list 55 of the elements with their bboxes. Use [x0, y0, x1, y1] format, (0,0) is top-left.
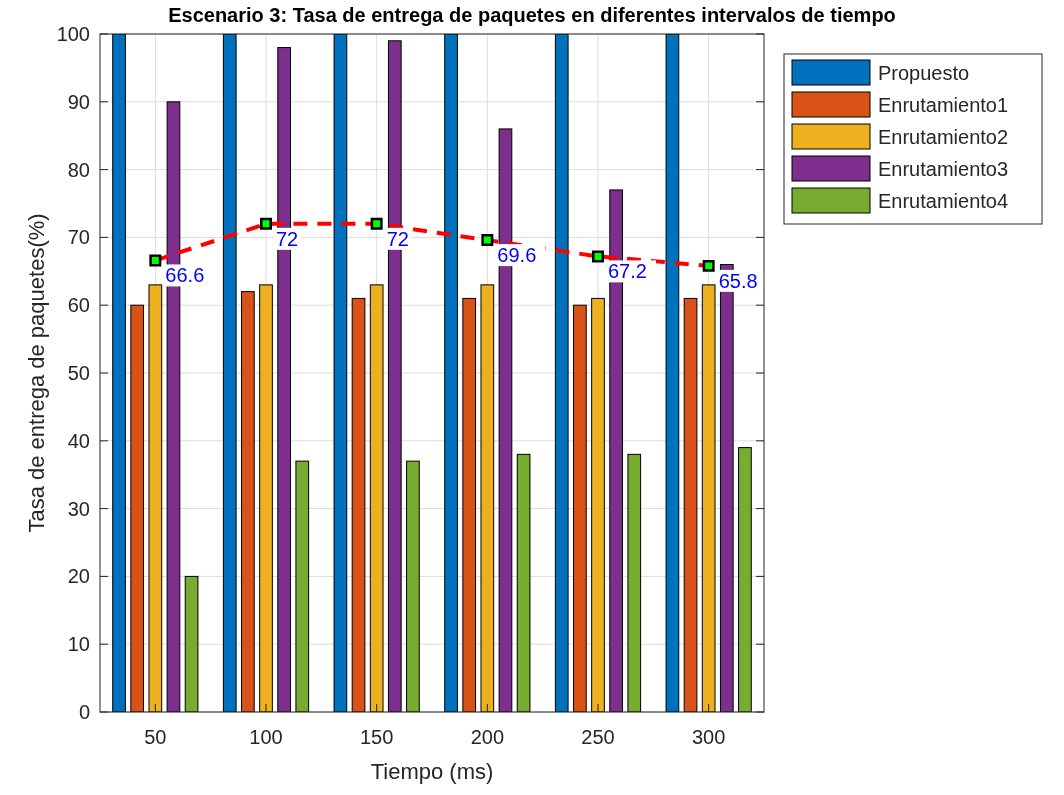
y-tick-label: 60	[67, 294, 90, 317]
legend-label: Enrutamiento1	[878, 94, 1009, 116]
y-tick-label: 10	[67, 633, 90, 656]
bar	[295, 460, 310, 712]
bar	[591, 297, 605, 712]
y-tick-label: 80	[67, 158, 90, 181]
y-tick-label: 70	[67, 226, 90, 249]
bar	[369, 284, 384, 712]
bar	[259, 284, 273, 712]
bar	[738, 447, 752, 712]
y-axis-title: Tasa de entrega de paquetes(%)	[24, 213, 49, 533]
bar	[480, 284, 495, 712]
y-tick-label: 0	[78, 701, 90, 723]
x-tick-label: 300	[691, 726, 726, 748]
data-label: 67.2	[608, 260, 647, 283]
legend-label: Propuesto	[878, 62, 970, 84]
bar	[444, 34, 458, 712]
y-tick-label: 40	[67, 429, 90, 452]
bar	[573, 304, 587, 712]
bar	[554, 34, 569, 712]
y-tick-label: 30	[67, 497, 90, 520]
bar	[516, 453, 531, 712]
bar	[222, 34, 237, 712]
y-tick-label: 90	[67, 90, 90, 113]
data-label: 72	[276, 227, 299, 250]
y-tick-label: 100	[56, 23, 90, 45]
bar	[683, 297, 698, 712]
y-tick-label: 20	[67, 565, 90, 588]
bar	[112, 34, 126, 712]
x-tick-label: 150	[359, 726, 394, 748]
data-label: 65.8	[718, 269, 758, 292]
data-label: 66.6	[165, 264, 205, 287]
bar	[406, 460, 420, 712]
data-label: 72	[386, 227, 409, 250]
legend-label: Enrutamiento2	[878, 126, 1009, 148]
bar	[130, 304, 145, 712]
bar	[148, 284, 163, 712]
x-tick-label: 100	[249, 726, 283, 748]
chart-title: Escenario 3: Tasa de entrega de paquetes en diferentes intervalos de tiempo	[168, 4, 896, 26]
bar	[701, 284, 716, 712]
bar	[184, 575, 199, 712]
data-label: 69.6	[497, 244, 537, 267]
bar	[665, 34, 680, 712]
x-tick-label: 250	[581, 726, 615, 748]
legend-label: Enrutamiento3	[878, 158, 1009, 180]
x-tick-label: 200	[470, 726, 505, 748]
bar	[333, 34, 348, 712]
bar	[351, 297, 366, 712]
y-tick-label: 50	[67, 362, 90, 384]
legend-label: Enrutamiento4	[878, 190, 1009, 212]
bar	[462, 297, 477, 712]
x-axis-title: Tiempo (ms)	[370, 759, 494, 784]
x-tick-label: 50	[144, 726, 167, 748]
bar	[241, 291, 255, 712]
bar	[627, 453, 642, 712]
